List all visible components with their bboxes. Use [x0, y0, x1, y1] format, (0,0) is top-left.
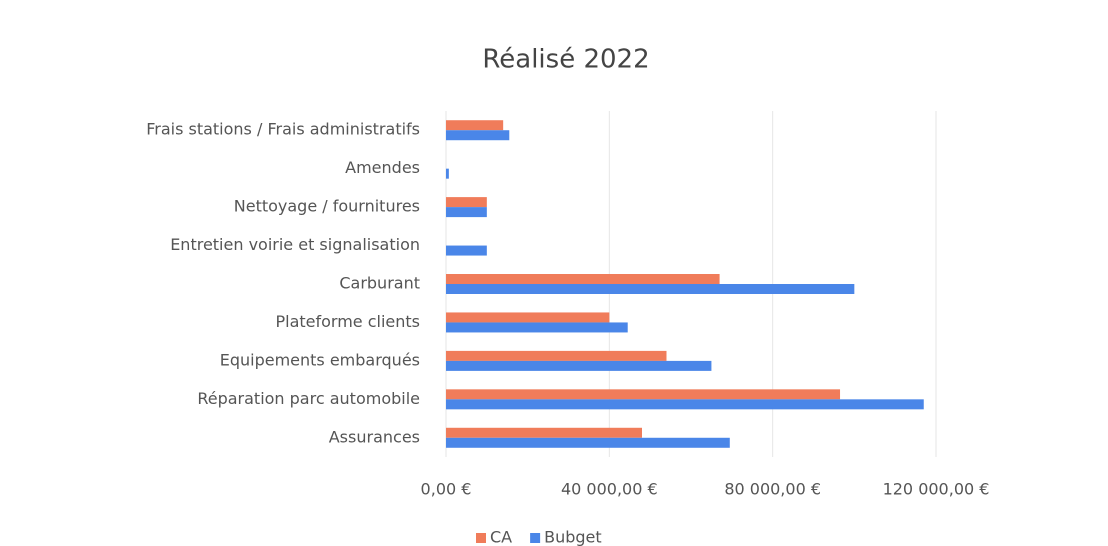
- y-tick-label: Plateforme clients: [275, 312, 420, 331]
- bar: [446, 322, 628, 333]
- bar: [446, 312, 610, 323]
- bar: [446, 350, 667, 361]
- legend-swatch: [530, 533, 541, 543]
- legend-label: Bubget: [544, 528, 602, 546]
- bar: [446, 130, 510, 141]
- bar: [446, 427, 642, 438]
- x-tick-label: 80 000,00 €: [724, 480, 821, 499]
- bar: [446, 197, 487, 208]
- x-tick-label: 120 000,00 €: [883, 480, 990, 499]
- bar: [446, 399, 924, 410]
- x-tick-label: 0,00 €: [421, 480, 472, 499]
- bar: [446, 284, 855, 294]
- bar: [446, 245, 487, 256]
- chart-title: Réalisé 2022: [482, 45, 649, 75]
- legend-label: CA: [490, 528, 512, 546]
- bar: [446, 274, 720, 284]
- y-tick-label: Equipements embarqués: [220, 350, 420, 369]
- bar: [446, 207, 487, 218]
- bar: [446, 389, 841, 400]
- bar: [446, 437, 730, 448]
- y-tick-label: Nettoyage / fournitures: [234, 197, 420, 216]
- x-tick-label: 40 000,00 €: [561, 480, 658, 499]
- y-tick-label: Entretien voirie et signalisation: [170, 235, 420, 254]
- bar: [446, 120, 504, 131]
- legend-swatch: [476, 533, 486, 543]
- y-tick-label: Assurances: [329, 427, 420, 446]
- y-tick-label: Frais stations / Frais administratifs: [146, 120, 420, 139]
- bar: [446, 168, 449, 179]
- y-tick-label: Réparation parc automobile: [197, 389, 420, 408]
- bar: [446, 360, 712, 371]
- y-tick-label: Amendes: [345, 158, 420, 177]
- y-tick-label: Carburant: [339, 274, 420, 293]
